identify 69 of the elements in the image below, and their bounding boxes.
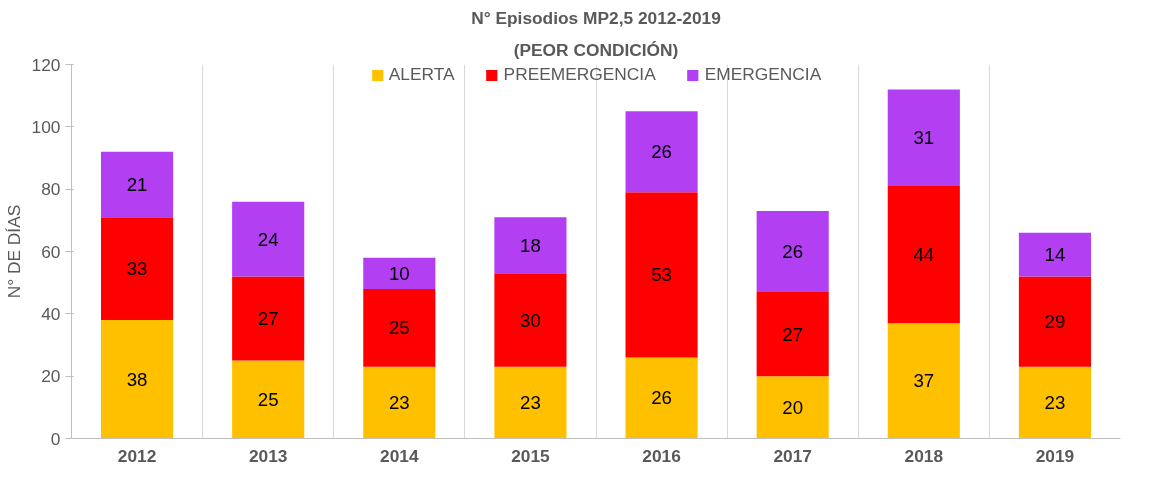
- x-tick-label: 2017: [773, 445, 812, 466]
- y-tick-label: 80: [41, 179, 61, 200]
- data-label: 44: [913, 244, 935, 266]
- bar: [232, 360, 305, 439]
- bar: [887, 186, 960, 324]
- y-axis-title: N° DE DÍAS: [3, 204, 24, 299]
- bar: [363, 257, 436, 289]
- chart-subtitle: (PEOR CONDICIÓN): [513, 39, 679, 60]
- data-label: 23: [1044, 392, 1066, 414]
- bar: [1018, 366, 1091, 439]
- bar: [363, 288, 436, 367]
- y-tick-label: 100: [31, 116, 61, 137]
- bar: [101, 320, 174, 439]
- data-label: 30: [520, 309, 541, 331]
- chart-title: N° Episodios MP2,5 2012-2019: [471, 7, 721, 28]
- data-label: 14: [1044, 244, 1066, 266]
- legend-label: PREEMERGENCIA: [503, 64, 656, 85]
- x-tick-label: 2019: [1035, 445, 1075, 466]
- bar: [625, 111, 698, 193]
- data-label: 10: [388, 262, 410, 284]
- legend-label: EMERGENCIA: [704, 64, 822, 85]
- data-label: 33: [126, 258, 148, 280]
- y-tick-label: 120: [31, 54, 61, 75]
- x-tick-label: 2013: [248, 445, 288, 466]
- y-tick-label: 20: [41, 366, 61, 387]
- y-tick-label: 40: [41, 303, 61, 324]
- x-tick-label: 2015: [511, 445, 551, 466]
- y-tick-label: 0: [50, 428, 61, 449]
- bar: [625, 192, 698, 358]
- data-label: 21: [126, 173, 148, 195]
- bar: [887, 89, 960, 187]
- data-label: 29: [1044, 311, 1066, 333]
- data-label: 25: [257, 389, 279, 411]
- data-label: 27: [782, 323, 804, 345]
- data-label: 26: [651, 141, 672, 163]
- bar: [363, 366, 436, 439]
- bar: [494, 217, 567, 274]
- data-label: 23: [388, 392, 410, 414]
- data-label: 26: [651, 387, 672, 409]
- x-tick-label: 2016: [642, 445, 682, 466]
- bar: [1018, 232, 1091, 277]
- legend-label: ALERTA: [388, 64, 455, 85]
- bar: [1018, 276, 1091, 367]
- data-label: 27: [257, 308, 279, 330]
- data-label: 38: [126, 368, 148, 390]
- bar: [887, 323, 960, 439]
- data-label: 25: [388, 317, 410, 339]
- data-label: 18: [520, 234, 541, 256]
- bar: [101, 151, 174, 218]
- data-label: 53: [651, 264, 672, 286]
- data-label: 37: [913, 370, 935, 392]
- data-label: 31: [913, 127, 935, 149]
- bar: [232, 276, 305, 361]
- bar: [756, 292, 829, 377]
- bar: [625, 357, 698, 439]
- bar: [101, 217, 174, 321]
- x-tick-label: 2014: [380, 445, 419, 466]
- bar: [232, 201, 305, 277]
- bar: [756, 210, 829, 293]
- x-tick-label: 2018: [904, 445, 944, 466]
- data-label: 26: [782, 241, 804, 262]
- bar: [494, 366, 567, 439]
- bar: [494, 273, 567, 367]
- data-label: 23: [520, 392, 541, 414]
- data-label: 24: [257, 228, 279, 250]
- x-tick-label: 2012: [117, 445, 157, 466]
- data-label: 20: [782, 396, 804, 418]
- y-tick-label: 60: [41, 241, 61, 262]
- bar: [756, 376, 829, 439]
